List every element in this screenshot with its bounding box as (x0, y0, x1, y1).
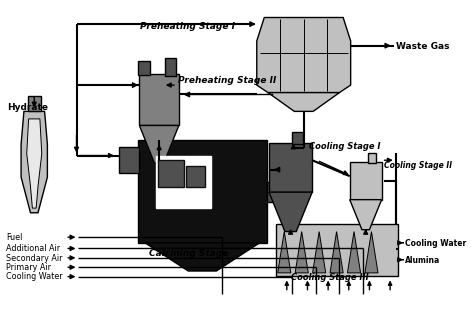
Bar (165, 58, 176, 76)
Text: Primary Air: Primary Air (6, 263, 51, 272)
Polygon shape (312, 232, 326, 273)
Text: Cooling Stage II: Cooling Stage II (384, 161, 453, 170)
Polygon shape (347, 232, 361, 273)
Text: Preheating Stage I: Preheating Stage I (140, 22, 236, 31)
Text: Additional Air: Additional Air (6, 244, 60, 253)
Polygon shape (268, 93, 339, 112)
Bar (156, 156, 211, 208)
Text: Secondary Air: Secondary Air (6, 254, 63, 263)
Bar (139, 74, 179, 126)
Bar (158, 160, 184, 186)
Text: Cooling Water: Cooling Water (6, 272, 63, 282)
Bar (137, 61, 150, 75)
Bar (119, 147, 139, 173)
Text: Alumina: Alumina (405, 256, 440, 265)
Bar (292, 132, 303, 144)
Text: Hydrate: Hydrate (7, 103, 48, 112)
Text: Cooling Water: Cooling Water (405, 239, 466, 248)
Bar (350, 162, 382, 200)
Polygon shape (330, 232, 343, 273)
Bar (275, 224, 398, 276)
Bar (269, 143, 312, 192)
Polygon shape (139, 126, 179, 163)
Bar (137, 140, 267, 243)
Polygon shape (295, 232, 308, 273)
Bar (186, 166, 205, 186)
Polygon shape (145, 243, 260, 271)
Text: Preheating Stage II: Preheating Stage II (178, 76, 276, 85)
Polygon shape (269, 192, 312, 232)
Text: Waste Gas: Waste Gas (396, 43, 449, 51)
Text: Cooling Stage I: Cooling Stage I (310, 142, 381, 151)
Bar (27, 96, 41, 112)
Polygon shape (278, 232, 291, 273)
Text: Fuel: Fuel (6, 233, 22, 242)
Polygon shape (21, 112, 47, 213)
Text: Cooling Stage III: Cooling Stage III (291, 273, 368, 283)
Bar (367, 153, 376, 163)
Bar (267, 182, 281, 202)
Polygon shape (257, 18, 351, 93)
Polygon shape (365, 232, 378, 273)
Polygon shape (27, 119, 42, 208)
Polygon shape (350, 200, 382, 230)
Text: Calcining Stage: Calcining Stage (149, 249, 228, 258)
